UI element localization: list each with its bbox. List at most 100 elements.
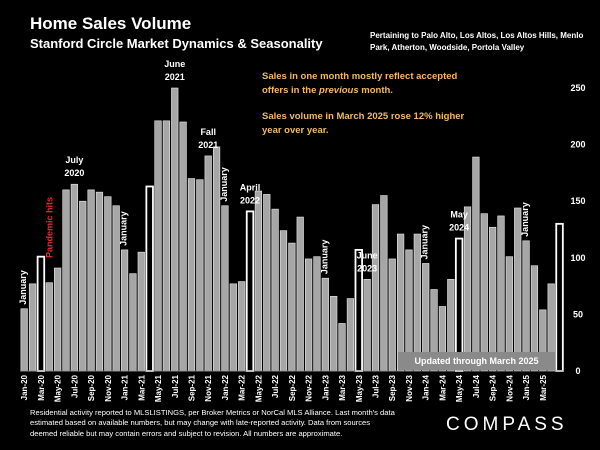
- bar: [497, 215, 505, 372]
- bar: [129, 273, 137, 372]
- compass-logo: COMPASS: [446, 414, 568, 435]
- x-tick-label: Nov-20: [104, 374, 113, 401]
- bar: [263, 194, 271, 372]
- x-tick-label: Sep-22: [288, 374, 297, 401]
- note-yoy: Sales volume in March 2025 rose 12% high…: [262, 111, 465, 136]
- bar: [70, 183, 78, 372]
- january-label: January: [219, 167, 229, 202]
- x-tick-label: May-21: [154, 374, 163, 402]
- x-tick-label: Nov-24: [505, 374, 514, 401]
- bar: [54, 267, 62, 372]
- bar: [145, 185, 154, 372]
- january-label: January: [520, 202, 530, 237]
- bar: [20, 308, 28, 372]
- bar: [179, 121, 187, 372]
- bar: [137, 251, 145, 372]
- x-tick-label: May-24: [455, 374, 464, 402]
- pertaining-text: Pertaining to Palo Alto, Los Altos, Los …: [370, 31, 584, 52]
- bar: [388, 258, 396, 372]
- x-tick-label: Nov-23: [405, 374, 414, 401]
- bar: [397, 233, 405, 372]
- note-offers: Sales in one month mostly reflect accept…: [262, 70, 482, 98]
- bar: [279, 230, 288, 372]
- bar: [62, 189, 70, 372]
- peak-annotation: June 2021: [164, 59, 185, 82]
- bar: [154, 120, 162, 372]
- bar: [288, 242, 296, 372]
- bar: [221, 205, 229, 372]
- bar: [271, 208, 279, 372]
- bar: [346, 298, 355, 372]
- x-tick-label: Mar-25: [539, 374, 548, 400]
- bar: [162, 120, 170, 372]
- y-tick-label: 250: [570, 83, 585, 93]
- y-tick-label: 0: [575, 366, 580, 376]
- x-tick-label: Jan-25: [522, 374, 531, 400]
- bar: [28, 283, 37, 372]
- bar: [229, 283, 237, 372]
- y-tick-label: 100: [570, 253, 585, 263]
- x-tick-label: Mar-22: [238, 374, 247, 400]
- note-offers-italic: previous: [319, 85, 359, 96]
- note-offers-part1: Sales in one month mostly reflect accept…: [262, 71, 458, 96]
- bar: [120, 249, 129, 372]
- updated-label: Updated through March 2025: [398, 352, 555, 370]
- x-tick-label: May-23: [355, 374, 364, 402]
- bar: [238, 281, 246, 372]
- x-tick-label: Jul-20: [70, 374, 79, 398]
- bar: [555, 222, 564, 372]
- x-tick-label: Jul-22: [271, 374, 280, 398]
- bar: [472, 156, 480, 372]
- y-tick-label: 150: [570, 196, 585, 206]
- bar: [104, 196, 112, 372]
- bar: [480, 213, 488, 372]
- pandemic-label: Pandemic hits: [44, 197, 54, 258]
- bar: [187, 178, 196, 372]
- bar: [204, 155, 212, 372]
- bar: [196, 179, 204, 372]
- bar: [304, 258, 313, 372]
- x-tick-label: Sep-24: [489, 374, 498, 401]
- x-tick-label: Mar-21: [137, 374, 146, 400]
- x-tick-label: Mar-23: [338, 374, 347, 400]
- bar: [330, 295, 338, 372]
- bar: [296, 216, 304, 372]
- bar: [245, 210, 255, 372]
- january-label: January: [119, 211, 129, 246]
- bar: [371, 204, 380, 372]
- x-tick-label: Jan-22: [221, 374, 230, 400]
- x-tick-label: Nov-22: [305, 374, 314, 401]
- chart-subtitle: Stanford Circle Market Dynamics & Season…: [30, 36, 323, 51]
- x-tick-label: May-20: [54, 374, 63, 402]
- x-tick-label: Sep-21: [187, 374, 196, 401]
- x-tick-label: Jan-21: [121, 374, 130, 400]
- y-tick-label: 200: [570, 140, 585, 150]
- footer-note: Residential activity reported to MLSLIST…: [30, 408, 395, 438]
- bar: [95, 191, 104, 372]
- x-tick-label: Jan-23: [321, 374, 330, 400]
- x-tick-label: May-22: [254, 374, 263, 402]
- x-tick-label: Jan-24: [422, 374, 431, 400]
- x-tick-label: Mar-20: [37, 374, 46, 400]
- x-tick-label: Jan-20: [20, 374, 29, 400]
- x-tick-label: Jul-24: [472, 374, 481, 398]
- bar: [36, 255, 46, 372]
- x-tick-label: Sep-23: [388, 374, 397, 401]
- y-tick-label: 50: [573, 309, 583, 319]
- bar: [254, 190, 263, 372]
- bar: [363, 279, 371, 372]
- peak-annotation: July 2020: [64, 155, 84, 178]
- bar: [380, 195, 388, 372]
- bar: [79, 200, 87, 372]
- peak-annotation: Fall 2021: [198, 127, 218, 150]
- x-tick-label: Sep-20: [87, 374, 96, 401]
- peak-annotation: April 2022: [240, 182, 261, 205]
- january-label: January: [420, 225, 430, 260]
- january-label: January: [18, 270, 28, 305]
- x-tick-label: Jul-21: [171, 374, 180, 398]
- x-tick-label: Jul-23: [372, 374, 381, 398]
- january-label: January: [319, 240, 329, 275]
- note-offers-part2: month.: [358, 85, 393, 96]
